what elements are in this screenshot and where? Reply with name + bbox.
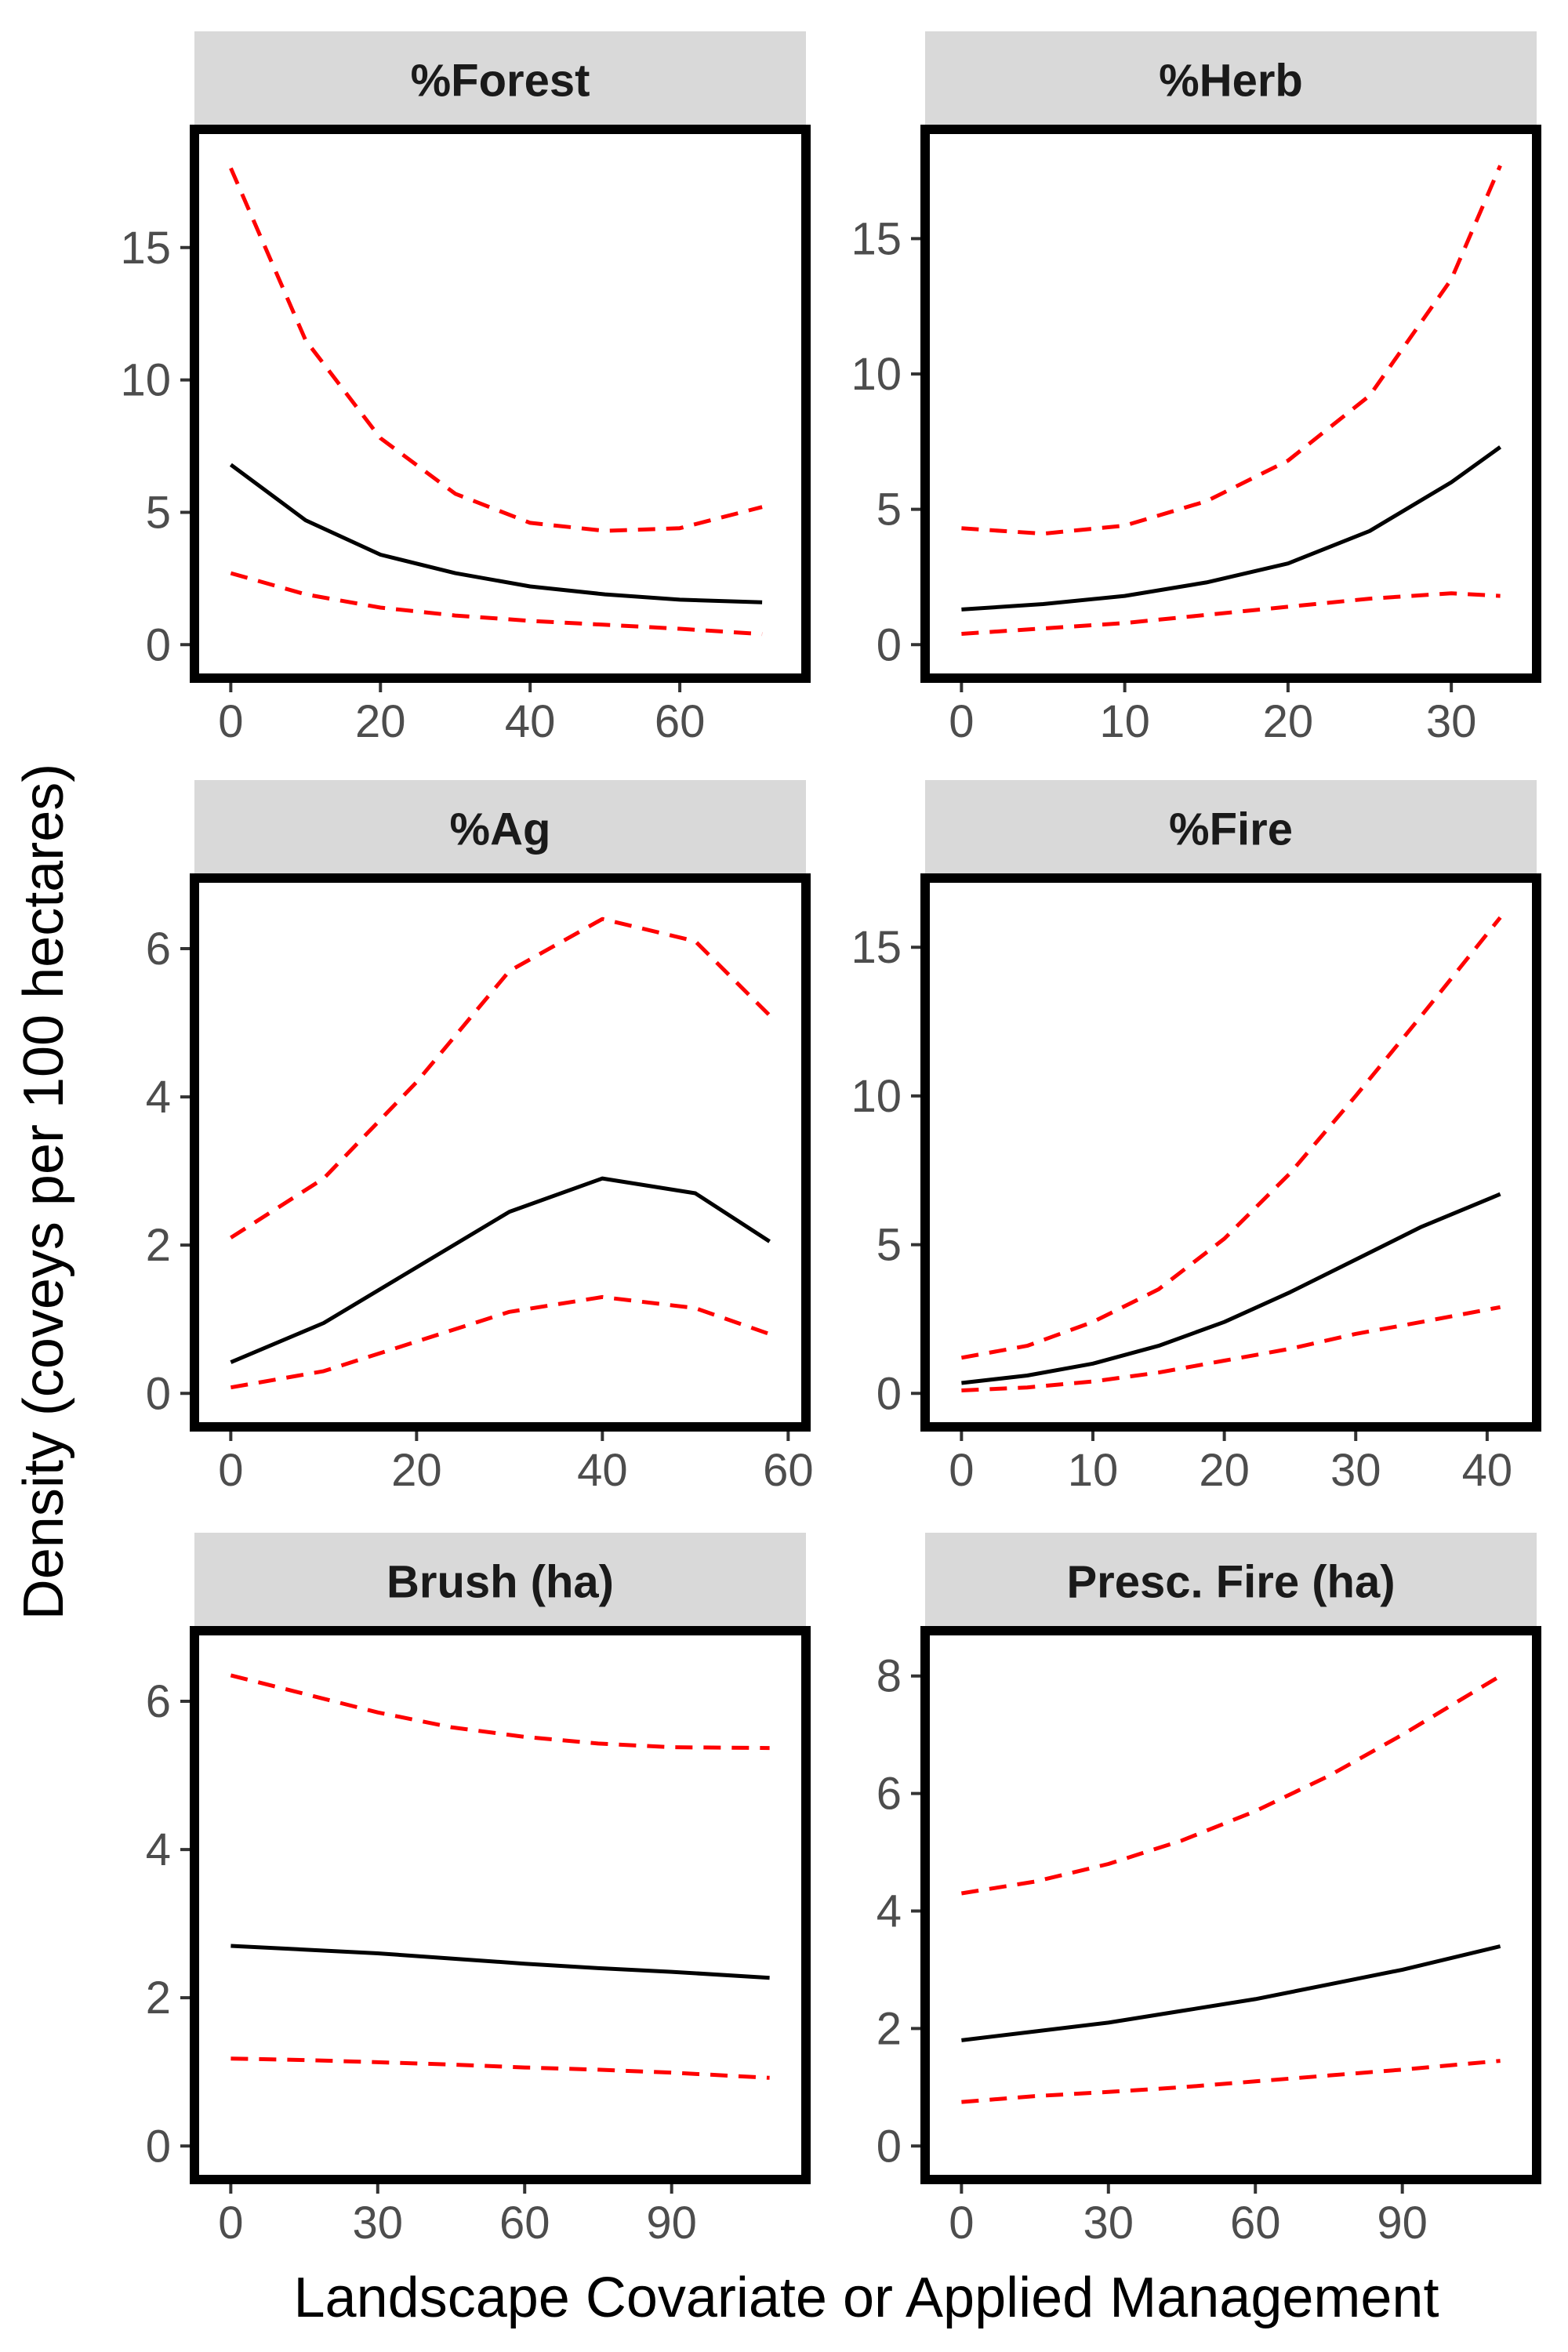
panel-border: [920, 125, 1541, 683]
facet-panel: %Herb 0 5 10 15 0 10 20 30: [851, 31, 1541, 747]
facet-panel: %Forest 0 5 10 15 0 20 40 60: [120, 31, 811, 747]
lower-ci-line: [230, 571, 763, 637]
x-tick-label: 0: [949, 2198, 974, 2249]
y-tick-label: 10: [120, 355, 171, 406]
x-tick-label: 90: [1377, 2198, 1428, 2249]
fitted-density-line: [961, 1192, 1501, 1385]
y-tick-label: 0: [877, 1368, 902, 1419]
y-tick-label: 0: [146, 619, 171, 670]
x-tick-label: 20: [1199, 1445, 1250, 1496]
facet-strip: [194, 1533, 806, 1631]
x-tick-label: 0: [218, 696, 243, 747]
y-tick-label: 4: [146, 1824, 171, 1875]
x-tick-label: 90: [646, 2198, 697, 2249]
x-axis-title: Landscape Covariate or Applied Managemen…: [294, 2267, 1439, 2329]
x-tick-label: 30: [1426, 696, 1477, 747]
y-tick-label: 5: [146, 487, 171, 538]
y-tick-label: 4: [146, 1072, 171, 1123]
y-tick-label: 8: [877, 1651, 902, 1702]
y-tick-label: 5: [877, 485, 902, 535]
facet-title: Brush (ha): [387, 1557, 614, 1608]
fitted-density-line: [229, 463, 763, 604]
facet-strip: [194, 780, 806, 878]
lower-ci-line: [961, 2059, 1501, 2104]
y-tick-label: 2: [146, 1220, 171, 1271]
x-tick-label: 60: [655, 696, 706, 747]
facet-panel: %Fire 0 5 10 15 0 10 20 30 40: [851, 780, 1541, 1496]
facet-title: %Herb: [1159, 56, 1303, 107]
facet-title: %Fire: [1169, 804, 1293, 855]
x-tick-label: 0: [218, 2198, 243, 2249]
x-tick-label: 20: [391, 1445, 442, 1496]
y-tick-label: 15: [851, 213, 902, 264]
x-tick-label: 20: [1263, 696, 1314, 747]
upper-ci-line: [960, 916, 1502, 1360]
y-tick-label: 6: [146, 1676, 171, 1727]
fitted-density-line: [961, 1944, 1501, 2042]
lower-ci-line: [230, 2056, 770, 2080]
lower-ci-line: [230, 1294, 771, 1390]
x-tick-label: 60: [763, 1445, 814, 1496]
y-tick-label: 0: [877, 2121, 902, 2172]
x-tick-label: 30: [1330, 1445, 1381, 1496]
x-tick-label: 30: [353, 2198, 404, 2249]
panel-border: [190, 1626, 811, 2184]
panel-border: [920, 873, 1541, 1432]
x-tick-label: 40: [1462, 1445, 1513, 1496]
x-tick-label: 20: [355, 696, 406, 747]
fitted-density-line: [230, 1944, 770, 1980]
y-tick-label: 2: [877, 2003, 902, 2054]
y-tick-label: 4: [877, 1886, 902, 1936]
panel-border: [190, 125, 811, 683]
x-tick-label: 60: [499, 2198, 550, 2249]
fitted-density-line: [230, 1176, 771, 1364]
x-tick-label: 60: [1230, 2198, 1281, 2249]
upper-ci-line: [961, 165, 1502, 536]
x-tick-label: 0: [949, 696, 974, 747]
upper-ci-line: [229, 167, 763, 533]
facet-title: %Forest: [411, 56, 590, 107]
y-tick-label: 15: [120, 223, 171, 274]
y-tick-label: 0: [877, 619, 902, 670]
y-tick-label: 10: [851, 349, 902, 400]
y-tick-label: 6: [146, 924, 171, 975]
y-tick-label: 0: [146, 2121, 171, 2172]
y-tick-label: 10: [851, 1071, 902, 1122]
lower-ci-line: [961, 591, 1501, 636]
y-tick-label: 2: [146, 1973, 171, 2024]
panel-border: [920, 1626, 1541, 2184]
facet-panel: Presc. Fire (ha) 0 2 4 6 8 0 30 60 90: [877, 1533, 1541, 2249]
x-tick-label: 30: [1083, 2198, 1134, 2249]
upper-ci-line: [230, 916, 771, 1240]
facet-title: %Ag: [450, 804, 551, 855]
upper-ci-line: [961, 1674, 1501, 1896]
x-tick-label: 40: [505, 696, 556, 747]
y-tick-label: 0: [146, 1368, 171, 1419]
facet-strip: [925, 1533, 1537, 1631]
x-tick-label: 40: [577, 1445, 628, 1496]
x-tick-label: 10: [1068, 1445, 1119, 1496]
facet-strip: [194, 31, 806, 129]
upper-ci-line: [230, 1673, 770, 1751]
fitted-density-line: [961, 445, 1502, 612]
y-tick-label: 15: [851, 922, 902, 973]
lower-ci-line: [961, 1305, 1501, 1392]
y-tick-label: 5: [877, 1220, 902, 1271]
panel-border: [190, 873, 811, 1432]
x-tick-label: 10: [1099, 696, 1150, 747]
x-tick-label: 0: [949, 1445, 974, 1496]
facet-strip: [925, 780, 1537, 878]
y-tick-label: 6: [877, 1769, 902, 1820]
facet-strip: [925, 31, 1537, 129]
y-axis-title: Density (coveys per 100 hectares): [13, 764, 75, 1620]
facet-title: Presc. Fire (ha): [1066, 1557, 1395, 1608]
x-tick-label: 0: [218, 1445, 243, 1496]
